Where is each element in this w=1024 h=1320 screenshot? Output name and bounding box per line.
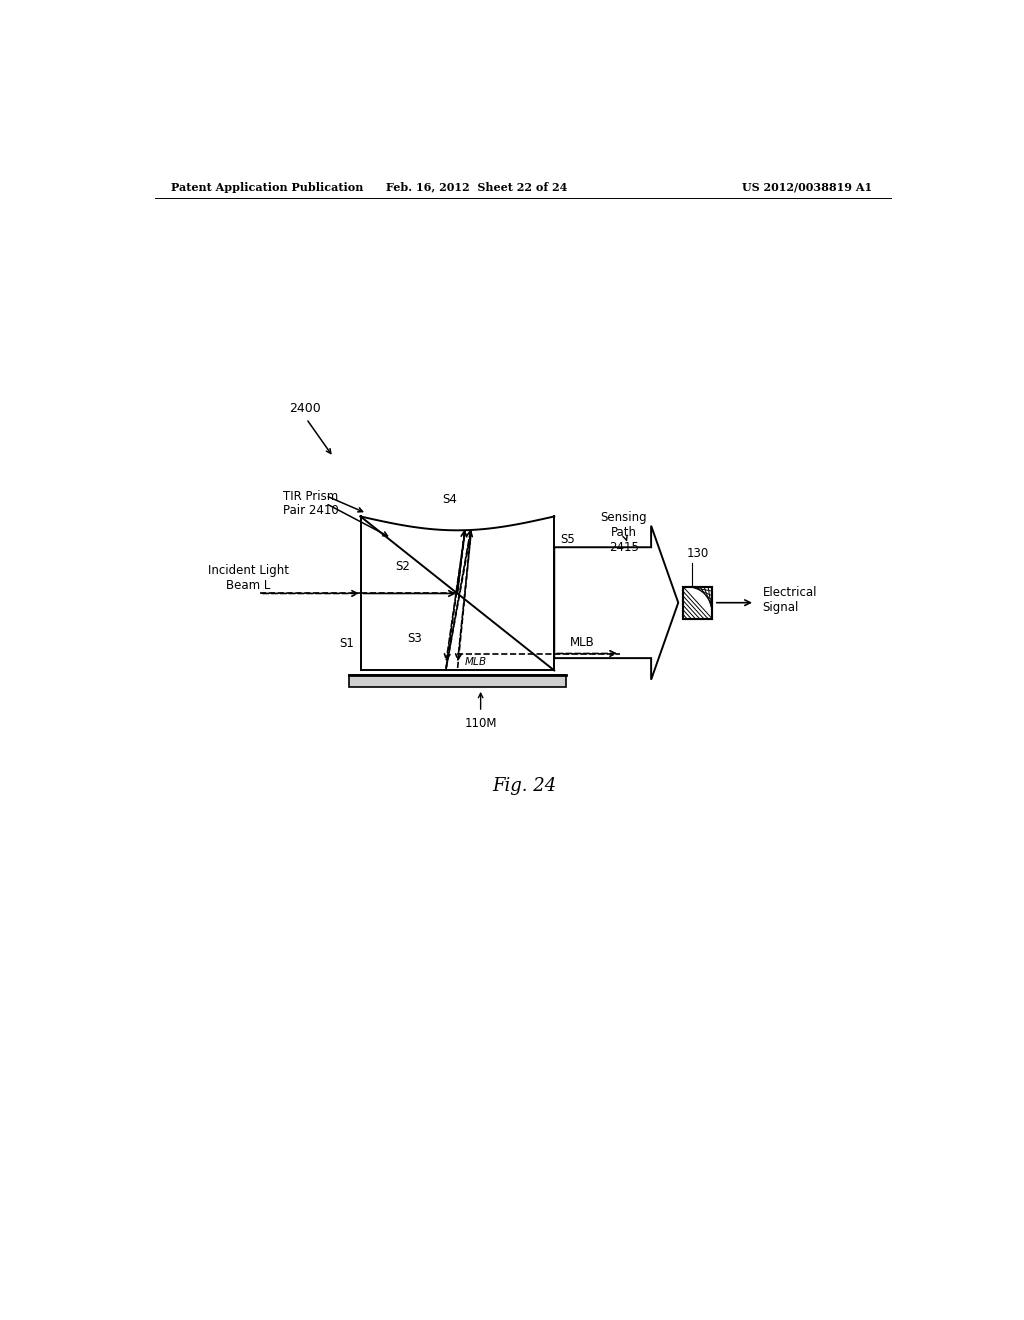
Text: S1: S1	[339, 638, 354, 649]
Text: S3: S3	[407, 631, 422, 644]
Bar	[683, 586, 713, 619]
Text: $MLB$: $MLB$	[464, 655, 486, 667]
Text: TIR Prism
Pair 2410: TIR Prism Pair 2410	[283, 490, 339, 517]
Text: Fig. 24: Fig. 24	[493, 777, 557, 795]
Bar	[683, 586, 713, 619]
Text: S4: S4	[442, 494, 457, 507]
Text: S2: S2	[395, 560, 411, 573]
Text: 130: 130	[686, 548, 709, 561]
Text: MLB: MLB	[569, 636, 595, 649]
Bar	[349, 675, 566, 688]
Text: Incident Light
Beam L: Incident Light Beam L	[208, 564, 289, 593]
Text: US 2012/0038819 A1: US 2012/0038819 A1	[741, 182, 872, 193]
Text: 110M: 110M	[464, 717, 497, 730]
Text: Sensing
Path
2415: Sensing Path 2415	[601, 511, 647, 554]
Text: Electrical
Signal: Electrical Signal	[763, 586, 817, 614]
Text: Feb. 16, 2012  Sheet 22 of 24: Feb. 16, 2012 Sheet 22 of 24	[386, 182, 567, 193]
Text: 2400: 2400	[289, 403, 321, 416]
Text: S5: S5	[560, 533, 575, 546]
Text: Patent Application Publication: Patent Application Publication	[171, 182, 362, 193]
